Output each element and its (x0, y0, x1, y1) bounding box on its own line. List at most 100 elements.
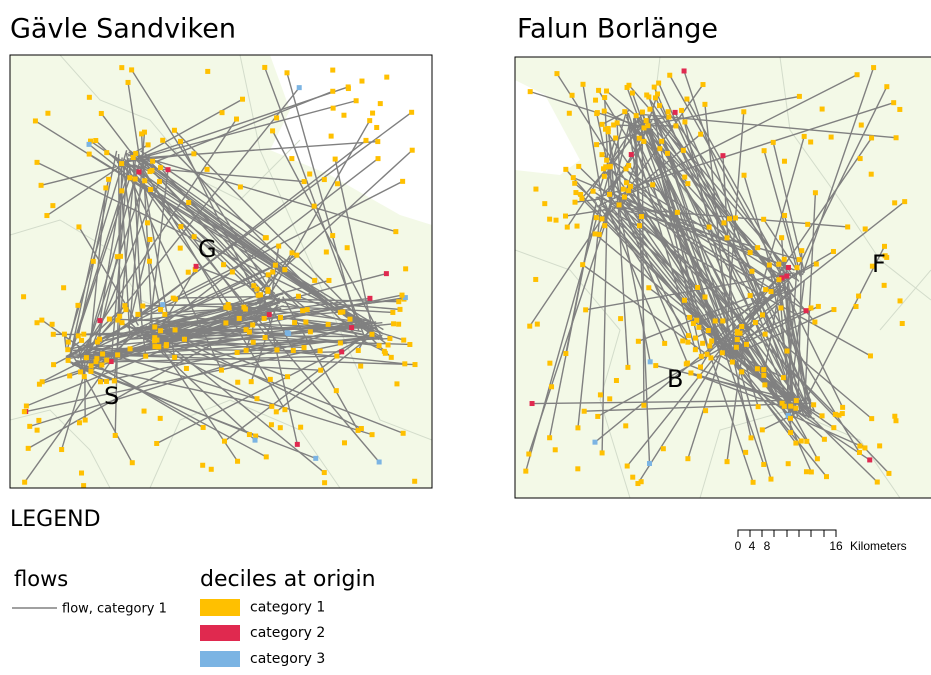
flow-line (53, 333, 367, 338)
origin-cell (650, 182, 656, 188)
origin-cell (355, 427, 361, 433)
origin-cell (534, 321, 540, 327)
origin-cell (626, 163, 632, 169)
origin-cell (682, 174, 688, 180)
origin-cell (563, 351, 569, 357)
origin-cell (254, 396, 260, 402)
origin-cell (376, 343, 382, 349)
origin-cell (129, 460, 135, 466)
origin-cell (61, 285, 67, 291)
origin-cell (294, 252, 300, 258)
origin-cell (578, 191, 584, 197)
origin-cell (630, 474, 636, 480)
origin-cell (236, 315, 242, 321)
flow-line (626, 87, 639, 116)
origin-cell (115, 317, 121, 323)
scale-label: 0 (735, 539, 742, 553)
flow-line (596, 74, 858, 208)
origin-cell (165, 167, 171, 173)
origin-cell (65, 357, 71, 363)
origin-cell (383, 271, 389, 277)
origin-cell (86, 94, 92, 100)
origin-cell (700, 82, 706, 88)
origin-cell (104, 150, 110, 156)
origin-cell (140, 303, 146, 309)
origin-cell (784, 348, 790, 354)
flow-line (67, 166, 131, 361)
origin-cell (139, 131, 145, 137)
origin-cell (222, 438, 228, 444)
flow-line (655, 364, 797, 401)
origin-cell (328, 133, 334, 139)
flow-line (686, 98, 794, 290)
flow-line (529, 90, 648, 129)
origin-cell (226, 305, 232, 311)
origin-cell (94, 356, 100, 362)
origin-cell (597, 392, 603, 398)
flow-line (574, 182, 597, 203)
flow-line (263, 296, 298, 445)
flow-line (596, 196, 789, 269)
origin-cell (100, 351, 106, 357)
flow-line (628, 190, 733, 353)
flow-line (709, 270, 786, 347)
origin-cell (832, 411, 838, 417)
origin-cell (158, 306, 164, 312)
origin-cell (635, 481, 641, 487)
origin-cell (627, 183, 633, 189)
origin-cell (721, 220, 727, 226)
origin-cell (666, 114, 672, 120)
origin-cell (191, 234, 197, 240)
origin-cell (702, 294, 708, 300)
origin-cell (549, 384, 555, 390)
origin-cell (685, 181, 691, 187)
origin-cell (148, 186, 154, 192)
origin-cell (750, 479, 756, 485)
origin-cell (376, 459, 382, 465)
origin-cell (254, 286, 260, 292)
origin-cell (602, 223, 608, 229)
flow-line (145, 325, 325, 474)
origin-cell (160, 302, 166, 308)
origin-cell (412, 478, 418, 484)
origin-cell (223, 304, 229, 310)
flow-line (88, 181, 161, 353)
legend-label: category 2 (250, 625, 325, 641)
origin-cell (272, 262, 278, 268)
origin-cell (768, 476, 774, 482)
flow-line (711, 340, 804, 409)
origin-cell (252, 437, 258, 443)
origin-cell (342, 440, 348, 446)
origin-cell (660, 446, 666, 452)
origin-cell (897, 106, 903, 112)
origin-cell (821, 436, 827, 442)
origin-cell (881, 282, 887, 288)
origin-cell (611, 122, 617, 128)
origin-cell (276, 243, 282, 249)
origin-cell (353, 98, 359, 104)
flow-line (162, 139, 361, 340)
origin-cell (337, 309, 343, 315)
origin-cell (93, 138, 99, 144)
origin-cell (566, 110, 572, 116)
flow-line (371, 338, 392, 358)
flow-line (647, 115, 703, 357)
origin-cell (899, 320, 905, 326)
origin-cell (262, 64, 268, 70)
origin-cell (679, 107, 685, 113)
origin-cell (141, 129, 147, 135)
origin-cell (59, 447, 65, 453)
flow-line (143, 272, 387, 338)
place-label: G (198, 235, 217, 263)
origin-cell (814, 456, 820, 462)
origin-cell (523, 468, 529, 474)
origin-cell (729, 359, 735, 365)
origin-cell (580, 81, 586, 87)
origin-cell (88, 138, 94, 144)
origin-cell (785, 264, 791, 270)
flow-line (803, 192, 817, 405)
flow-line (89, 346, 373, 436)
origin-cell (34, 159, 40, 165)
origin-cell (393, 229, 399, 235)
origin-cell (601, 173, 607, 179)
